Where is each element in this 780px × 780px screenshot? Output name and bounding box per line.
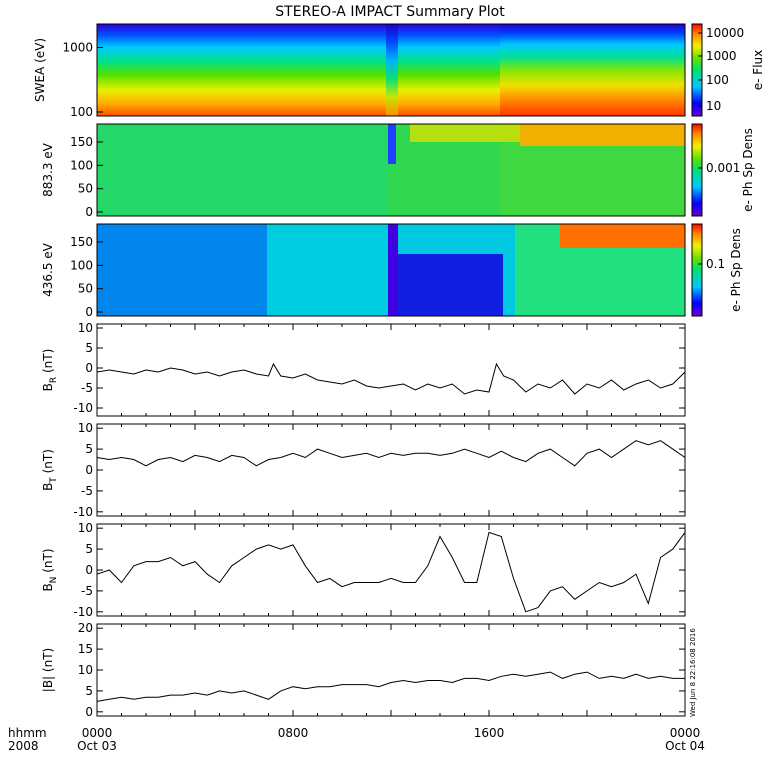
swea-ylabel: SWEA (eV) <box>33 38 47 102</box>
swea-panel: 100 1000 SWEA (eV) 10 100 1000 10000 e- Flux <box>33 23 765 119</box>
y-tick-label: 10 <box>78 521 93 535</box>
y-tick-label: 0 <box>85 205 93 219</box>
y-tick-label: -5 <box>81 484 93 498</box>
pad-883-frame <box>96 123 686 217</box>
swea-y-axis: 100 1000 <box>62 40 103 119</box>
y-tick-label: 5 <box>85 341 93 355</box>
swea-hot-region <box>500 24 685 116</box>
pad-883-colorbar-ticks: 0.001 <box>698 161 740 175</box>
pad-883-high-pitch <box>520 124 685 146</box>
colorbar-tick-label: 0.001 <box>706 161 740 175</box>
line-panel: -10 -5 0 5 10 BN (nT) <box>41 521 686 619</box>
field-series-line <box>96 362 686 395</box>
pad-883-colorbar <box>691 123 703 217</box>
y-tick-label: 150 <box>70 235 93 249</box>
pad-883-colorbar-label: e- Ph Sp Dens <box>741 128 755 212</box>
y-tick-label: 10 <box>78 321 93 335</box>
colorbar-tick-label: 10000 <box>706 26 744 40</box>
swea-colorbar <box>691 23 703 117</box>
panel-frame <box>96 323 686 417</box>
y-tick-label: 0 <box>85 705 93 719</box>
line-panel: 0 5 10 15 20 |B| (nT) <box>41 621 686 719</box>
pad-436-colorbar-ticks: 0.1 <box>698 257 725 271</box>
timestamp: Wed Jun 8 22:16:08 2016 <box>689 628 697 717</box>
colorbar-tick-label: 10 <box>706 99 721 113</box>
pad-436-panel: 0 50 100 150 436.5 eV 0.1 e- Ph Sp Dens <box>41 223 743 319</box>
line-panel: -10 -5 0 5 10 BT (nT) <box>41 421 686 519</box>
y-tick-label: 1000 <box>62 40 93 54</box>
pad-883-ylabel: 883.3 eV <box>41 142 55 197</box>
plot-title: STEREO-A IMPACT Summary Plot <box>275 4 505 20</box>
y-tick-label: -5 <box>81 381 93 395</box>
pad-883-high-pitch-2 <box>410 124 520 142</box>
y-tick-label: 50 <box>78 282 93 296</box>
pad-883-panel: 0 50 100 150 883.3 eV 0.001 e- Ph Sp Dens <box>41 123 755 219</box>
field-series-line <box>96 531 686 613</box>
y-tick-label: 100 <box>70 158 93 172</box>
pad-883-y-axis: 0 50 100 150 <box>70 135 103 219</box>
x-tick-label: 0000 <box>670 726 701 740</box>
year-label: 2008 <box>8 739 39 753</box>
x-tick-label: 0000 <box>82 726 113 740</box>
y-tick-label: 5 <box>85 542 93 556</box>
panel-frame <box>96 623 686 717</box>
y-tick-label: 100 <box>70 105 93 119</box>
pad-436-high-pitch <box>560 224 685 248</box>
y-tick-label: -5 <box>81 584 93 598</box>
pad-436-frame <box>96 223 686 317</box>
swea-dip <box>386 24 398 116</box>
x-tick-label: 0800 <box>278 726 309 740</box>
pad-883-region-mid <box>97 124 387 216</box>
swea-frame <box>96 23 686 117</box>
y-tick-label: -10 <box>73 401 93 415</box>
colorbar-tick-label: 1000 <box>706 49 737 63</box>
y-tick-label: 100 <box>70 258 93 272</box>
pad-436-colorbar <box>691 223 703 317</box>
pad-883-dip <box>388 124 396 164</box>
y-tick-label: 10 <box>78 663 93 677</box>
panel-ylabel: BT (nT) <box>41 449 59 491</box>
pad-436-dip <box>388 224 398 316</box>
panel-ylabel: BN (nT) <box>41 548 59 591</box>
x-tick-label: 1600 <box>474 726 505 740</box>
panel-ylabel: |B| (nT) <box>41 648 55 692</box>
line-panel: -10 -5 0 5 10 BR (nT) <box>41 321 686 417</box>
y-tick-label: 0 <box>85 305 93 319</box>
y-tick-label: 0 <box>85 563 93 577</box>
pad-436-ylabel: 436.5 eV <box>41 242 55 297</box>
panel-frame <box>96 523 686 617</box>
y-tick-label: 150 <box>70 135 93 149</box>
pad-436-mid <box>267 224 387 316</box>
pad-436-colorbar-label: e- Ph Sp Dens <box>729 228 743 312</box>
y-tick-label: 0 <box>85 463 93 477</box>
y-tick-label: 50 <box>78 182 93 196</box>
y-tick-label: 20 <box>78 621 93 635</box>
panel-ylabel: BR (nT) <box>41 349 59 392</box>
panel-frame <box>96 423 686 517</box>
x-date-label: Oct 04 <box>665 739 705 753</box>
y-tick-label: 5 <box>85 442 93 456</box>
magnetic-field-panels: -10 -5 0 5 10 BR (nT) -10 -5 0 5 10 BT (nT) -10 -5 0 5 1… <box>41 321 686 719</box>
colorbar-tick-label: 100 <box>706 73 729 87</box>
y-tick-label: 0 <box>85 361 93 375</box>
y-tick-label: 10 <box>78 421 93 435</box>
y-tick-label: -10 <box>73 605 93 619</box>
pad-436-low-region <box>398 254 503 316</box>
y-tick-label: 15 <box>78 642 93 656</box>
x-date-label: Oct 03 <box>77 739 117 753</box>
field-series-line <box>96 440 686 467</box>
y-tick-label: 5 <box>85 684 93 698</box>
time-axis-label: hhmm <box>8 726 47 740</box>
field-series-line <box>96 671 685 702</box>
y-tick-label: -10 <box>73 505 93 519</box>
pad-436-y-axis: 0 50 100 150 <box>70 235 103 319</box>
swea-colorbar-ticks: 10 100 1000 10000 <box>698 26 744 113</box>
pad-436-early <box>97 224 267 316</box>
colorbar-tick-label: 0.1 <box>706 257 725 271</box>
swea-colorbar-label: e- Flux <box>751 50 765 90</box>
